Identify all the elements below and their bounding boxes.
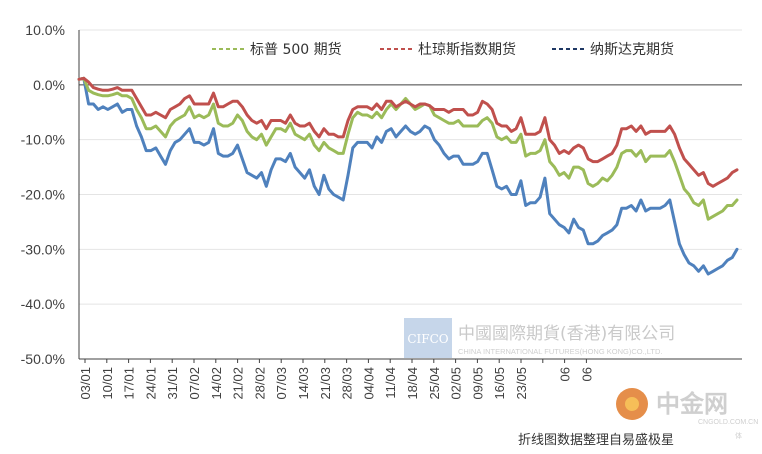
cngold-watermark: 中金网 CNGOLD.COM.CN 体 (616, 388, 758, 440)
y-tick-label: 10.0% (25, 22, 65, 38)
x-tick-label: 09/05 (470, 367, 485, 400)
series-line-nasdaq (77, 76, 739, 276)
x-tick-label: 14/03 (296, 367, 311, 400)
x-tick-label: 04/04 (361, 367, 376, 400)
y-tick-label: -40.0% (21, 296, 65, 312)
series-lines (77, 76, 739, 276)
y-gridlines (79, 29, 742, 360)
cifco-company-cn: 中國國際期貨(香港)有限公司 (458, 324, 675, 344)
x-tick-label: 23/05 (514, 367, 529, 400)
x-tick-label: 17/01 (122, 367, 137, 400)
x-axis-ticks: 03/01 10/01 17/01 24/01 31/01 07/02 14/02 21/02… (78, 359, 594, 400)
x-tick-label: 25/04 (427, 367, 442, 400)
x-tick-label: 18/04 (405, 367, 420, 400)
x-tick-label: 21/02 (231, 367, 246, 400)
y-axis-ticks: 10.0% 0.0% -10.0% -20.0% -30.0% -40.0% -50.0% (21, 22, 65, 367)
x-tick-label: 24/01 (143, 367, 158, 400)
x-tick-label: 28/03 (340, 367, 355, 400)
legend: 标普 500 期货 杜琼斯指数期货 纳斯达克期货 (212, 41, 674, 58)
cifco-watermark: CIFCO 中國國際期貨(香港)有限公司 CHINA INTERNATIONAL… (404, 318, 675, 358)
y-tick-label: -30.0% (21, 241, 65, 257)
x-tick-label: 28/02 (252, 367, 267, 400)
y-tick-label: -50.0% (21, 351, 65, 367)
cngold-site-suffix: 体 (735, 431, 742, 440)
x-tick-label: 07/02 (187, 367, 202, 400)
cngold-site-cn: 中金网 (656, 390, 728, 418)
cifco-logo-text: CIFCO (407, 332, 448, 346)
y-tick-label: 0.0% (33, 77, 65, 93)
x-tick-label: 06 (558, 367, 573, 381)
legend-label-dow: 杜琼斯指数期货 (418, 41, 516, 58)
cngold-logo-inner (625, 397, 639, 411)
x-tick-label: 03/01 (78, 367, 93, 400)
legend-label-nasdaq: 纳斯达克期货 (590, 41, 674, 58)
x-tick-label: 02/05 (449, 367, 464, 400)
x-tick-label: 07/03 (274, 367, 289, 400)
x-tick-label: 11/04 (383, 367, 398, 399)
x-tick-label: 31/01 (165, 367, 180, 400)
cngold-site-en: CNGOLD.COM.CN (698, 419, 758, 426)
legend-label-sp500: 标普 500 期货 (250, 41, 342, 58)
y-tick-label: -10.0% (21, 132, 65, 148)
x-tick-label: 14/02 (209, 367, 224, 400)
x-tick-label: 06 (579, 367, 594, 381)
cifco-logo (404, 318, 452, 358)
cifco-company-en: CHINA INTERNATIONAL FUTURES(HONG KONG)CO… (458, 347, 662, 356)
x-tick-label: 16/05 (492, 367, 507, 400)
series-line-sp500 (77, 76, 739, 221)
series-line-dow (77, 76, 739, 188)
y-tick-label: -20.0% (21, 187, 65, 203)
data-source-footer: 折线图数据整理自易盛极星 (518, 433, 674, 448)
x-tick-label: 21/03 (318, 367, 333, 400)
x-tick-label: 10/01 (100, 367, 115, 400)
